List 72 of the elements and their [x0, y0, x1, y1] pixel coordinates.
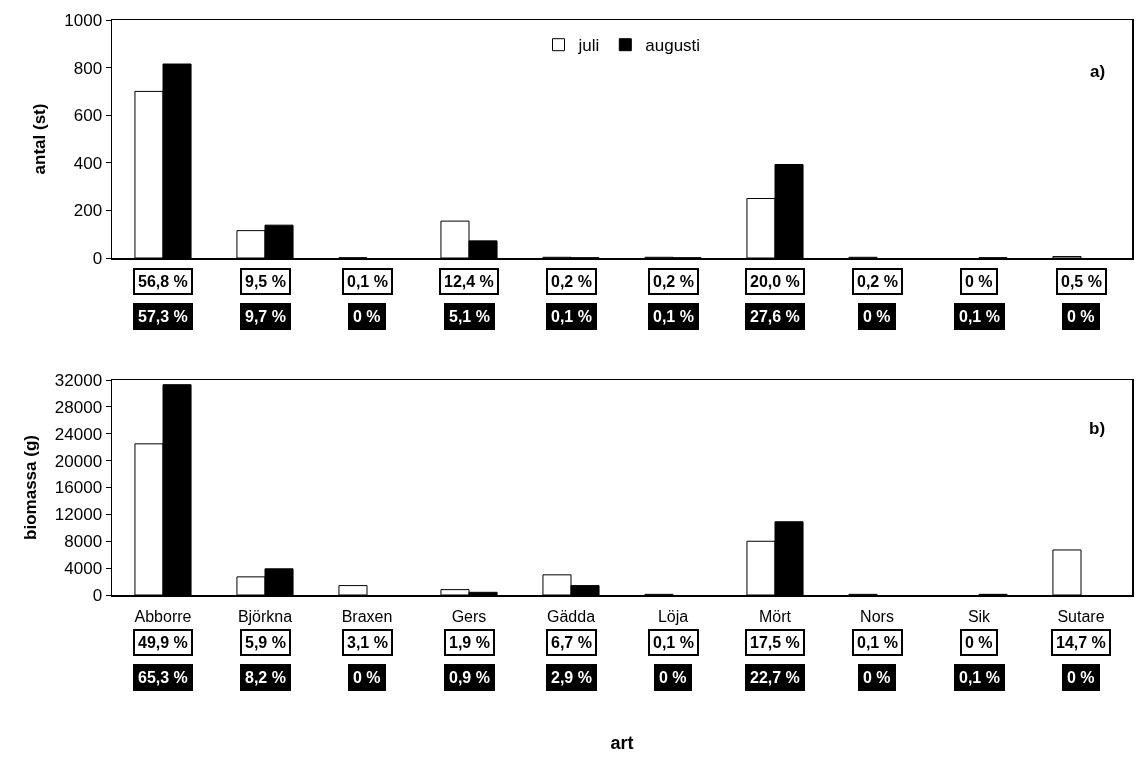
text: 0 %	[965, 634, 993, 651]
y-axis-title: biomassa (g)	[20, 435, 40, 540]
y-tick-label: 4000	[64, 559, 103, 579]
text: 5,9 %	[245, 634, 286, 651]
y-tick-label: 800	[73, 58, 103, 78]
text: 0,2 %	[857, 273, 898, 290]
text: 20,0 %	[750, 273, 800, 290]
y-tick-label: 20000	[54, 451, 103, 471]
text: 0 %	[353, 308, 381, 325]
text: 17,5 %	[750, 634, 800, 651]
text: 0,1 %	[857, 634, 898, 651]
y-tick-label: 28000	[54, 397, 103, 417]
x-tick-label: Nors	[860, 607, 894, 625]
text: 0,2 %	[653, 273, 694, 290]
y-tick-label: 400	[73, 153, 103, 173]
x-axis-title: art	[610, 732, 634, 753]
text: 65,3 %	[138, 669, 188, 686]
text: 8,2 %	[245, 669, 286, 686]
y-tick-label: 0	[92, 248, 103, 268]
x-tick-label: Björkna	[237, 607, 293, 625]
text: 0,1 %	[959, 669, 1000, 686]
text: 12,4 %	[444, 273, 494, 290]
text: 0,1 %	[347, 273, 388, 290]
x-tick-label: Mört	[759, 607, 792, 625]
y-axis-title: antal (st)	[30, 103, 50, 175]
text: 14,7 %	[1056, 634, 1106, 651]
text: 2,9 %	[551, 669, 592, 686]
text: 56,8 %	[138, 273, 188, 290]
text: 9,7 %	[245, 308, 286, 325]
legend-label: augusti	[645, 36, 701, 56]
text: 6,7 %	[551, 634, 592, 651]
text: 1,9 %	[449, 634, 490, 651]
text: 27,6 %	[750, 308, 800, 325]
y-tick-label: 0	[92, 585, 103, 605]
y-tick-label: 1000	[64, 10, 103, 30]
x-tick-label: Sutare	[1057, 607, 1105, 625]
x-tick-label: Abborre	[134, 607, 192, 625]
text: 49,9 %	[138, 634, 188, 651]
text: 0 %	[1067, 669, 1095, 686]
y-tick-label: 8000	[64, 532, 103, 552]
text: 0,1 %	[653, 308, 694, 325]
x-tick-label: Sik	[967, 607, 992, 625]
annotation: a)	[1090, 62, 1106, 81]
y-tick-label: 12000	[54, 505, 103, 525]
text: 0,1 %	[551, 308, 592, 325]
x-tick-label: Löja	[657, 607, 689, 625]
y-tick-label: 32000	[54, 370, 103, 390]
x-tick-label: Braxen	[341, 607, 393, 625]
text: 0 %	[353, 669, 381, 686]
text: 0 %	[863, 669, 891, 686]
text: 0,1 %	[653, 634, 694, 651]
text: 0,5 %	[1061, 273, 1102, 290]
y-tick-label: 16000	[54, 478, 103, 498]
text: 0 %	[659, 669, 687, 686]
text: 0,2 %	[551, 273, 592, 290]
text: 9,5 %	[245, 273, 286, 290]
annotation: b)	[1089, 419, 1106, 438]
text: 3,1 %	[347, 634, 388, 651]
text: 0 %	[1067, 308, 1095, 325]
y-tick-label: 600	[73, 106, 103, 126]
x-tick-label: Gädda	[546, 607, 596, 625]
x-tick-label: Gers	[451, 607, 487, 625]
y-tick-label: 200	[73, 201, 103, 221]
text: 0,1 %	[959, 308, 1000, 325]
text: 22,7 %	[750, 669, 800, 686]
text: 57,3 %	[138, 308, 188, 325]
text: 0 %	[965, 273, 993, 290]
text: 5,1 %	[449, 308, 490, 325]
text: 0,9 %	[449, 669, 490, 686]
legend-label: juli	[577, 36, 600, 56]
y-tick-label: 24000	[54, 424, 103, 444]
text: 0 %	[863, 308, 891, 325]
